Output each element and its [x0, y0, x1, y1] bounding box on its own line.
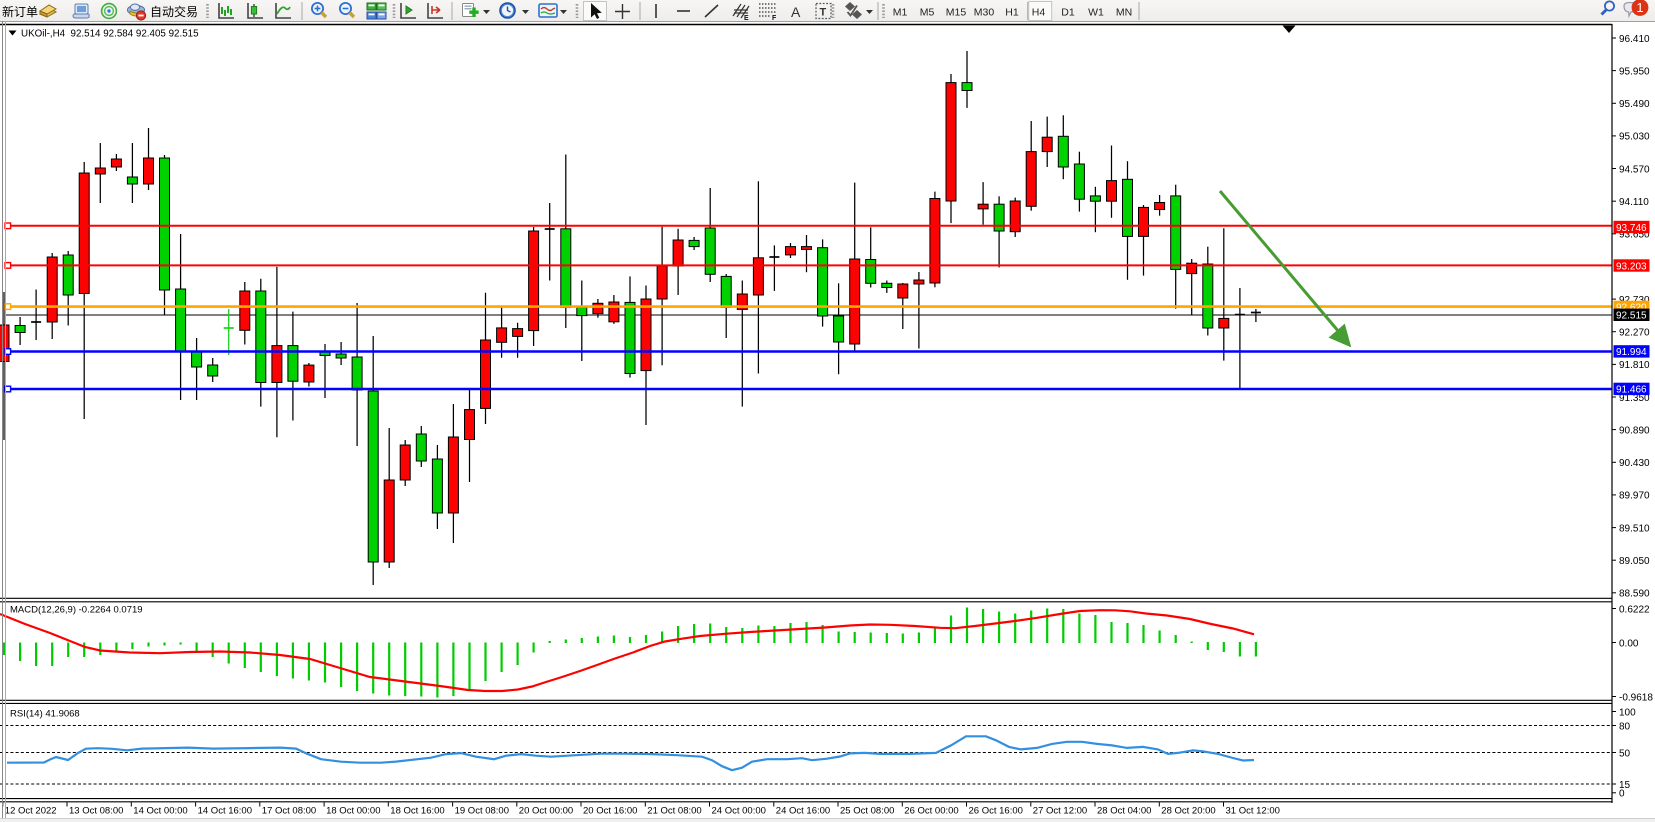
svg-text:T: T	[820, 7, 827, 19]
svg-text:94.110: 94.110	[1619, 197, 1649, 208]
svg-text:M15: M15	[946, 7, 967, 19]
svg-text:M30: M30	[974, 7, 995, 19]
svg-text:14 Oct 16:00: 14 Oct 16:00	[198, 806, 252, 817]
svg-text:95.950: 95.950	[1619, 66, 1650, 77]
svg-text:D1: D1	[1061, 7, 1075, 19]
svg-text:H1: H1	[1005, 7, 1019, 19]
svg-text:新订单: 新订单	[2, 4, 38, 19]
svg-text:95.030: 95.030	[1619, 132, 1650, 143]
svg-text:A: A	[791, 4, 801, 20]
svg-text:90.430: 90.430	[1619, 458, 1650, 469]
svg-text:25 Oct 08:00: 25 Oct 08:00	[840, 806, 894, 817]
svg-text:18 Oct 16:00: 18 Oct 16:00	[390, 806, 444, 817]
svg-text:24 Oct 00:00: 24 Oct 00:00	[712, 806, 766, 817]
svg-text:95.490: 95.490	[1619, 99, 1650, 110]
svg-text:13 Oct 08:00: 13 Oct 08:00	[69, 806, 123, 817]
svg-text:26 Oct 16:00: 26 Oct 16:00	[969, 806, 1023, 817]
svg-text:50: 50	[1619, 748, 1631, 759]
svg-text:27 Oct 12:00: 27 Oct 12:00	[1033, 806, 1087, 817]
svg-text:19 Oct 08:00: 19 Oct 08:00	[455, 806, 509, 817]
svg-text:90.890: 90.890	[1619, 425, 1650, 436]
svg-text:RSI(14) 41.9068: RSI(14) 41.9068	[10, 709, 80, 720]
svg-text:91.466: 91.466	[1616, 385, 1647, 396]
svg-text:92.730: 92.730	[1619, 295, 1650, 306]
svg-text:92.270: 92.270	[1619, 328, 1650, 339]
svg-text:91.350: 91.350	[1619, 393, 1650, 404]
svg-text:91.810: 91.810	[1619, 360, 1650, 371]
svg-text:MN: MN	[1116, 7, 1132, 19]
svg-text:MACD(12,26,9) -0.2264 0.0719: MACD(12,26,9) -0.2264 0.0719	[10, 605, 143, 616]
svg-text:28 Oct 04:00: 28 Oct 04:00	[1097, 806, 1151, 817]
svg-text:12 Oct 2022: 12 Oct 2022	[5, 806, 57, 817]
svg-text:18 Oct 00:00: 18 Oct 00:00	[326, 806, 380, 817]
svg-text:88.590: 88.590	[1619, 589, 1650, 600]
svg-text:28 Oct 20:00: 28 Oct 20:00	[1161, 806, 1215, 817]
svg-text:24 Oct 16:00: 24 Oct 16:00	[776, 806, 830, 817]
svg-text:自动交易: 自动交易	[150, 4, 198, 19]
svg-text:21 Oct 08:00: 21 Oct 08:00	[647, 806, 701, 817]
svg-text:31 Oct 12:00: 31 Oct 12:00	[1226, 806, 1280, 817]
svg-text:M5: M5	[920, 7, 935, 19]
svg-text:M1: M1	[893, 7, 908, 19]
svg-text:93.203: 93.203	[1616, 261, 1647, 272]
svg-text:93.650: 93.650	[1619, 230, 1650, 241]
svg-text:17 Oct 08:00: 17 Oct 08:00	[262, 806, 316, 817]
svg-text:92.515: 92.515	[1616, 311, 1647, 322]
svg-text:100: 100	[1619, 707, 1636, 718]
svg-text:96.410: 96.410	[1619, 34, 1650, 45]
svg-text:W1: W1	[1088, 7, 1104, 19]
svg-text:-0.9618: -0.9618	[1619, 692, 1653, 703]
svg-text:89.050: 89.050	[1619, 556, 1650, 567]
svg-text:0.6222: 0.6222	[1619, 604, 1650, 615]
svg-text:80: 80	[1619, 721, 1631, 732]
svg-text:91.994: 91.994	[1616, 347, 1647, 358]
svg-text:0: 0	[1619, 789, 1625, 800]
svg-text:H4: H4	[1032, 7, 1046, 19]
svg-text:F: F	[772, 15, 777, 22]
svg-text:15: 15	[1619, 780, 1631, 791]
svg-text:14 Oct 00:00: 14 Oct 00:00	[133, 806, 187, 817]
svg-text:E: E	[744, 15, 749, 22]
svg-text:89.970: 89.970	[1619, 491, 1650, 502]
svg-text:UKOil-,H4 92.514 92.584 92.40: UKOil-,H4 92.514 92.584 92.405 92.515	[21, 29, 199, 40]
svg-text:94.570: 94.570	[1619, 164, 1650, 175]
svg-text:26 Oct 00:00: 26 Oct 00:00	[904, 806, 958, 817]
svg-text:20 Oct 16:00: 20 Oct 16:00	[583, 806, 637, 817]
svg-text:89.510: 89.510	[1619, 523, 1650, 534]
svg-text:93.746: 93.746	[1616, 223, 1647, 234]
svg-text:0.00: 0.00	[1619, 638, 1639, 649]
svg-text:92.620: 92.620	[1616, 303, 1647, 314]
svg-text:1: 1	[1636, 0, 1643, 15]
svg-text:20 Oct 00:00: 20 Oct 00:00	[519, 806, 573, 817]
